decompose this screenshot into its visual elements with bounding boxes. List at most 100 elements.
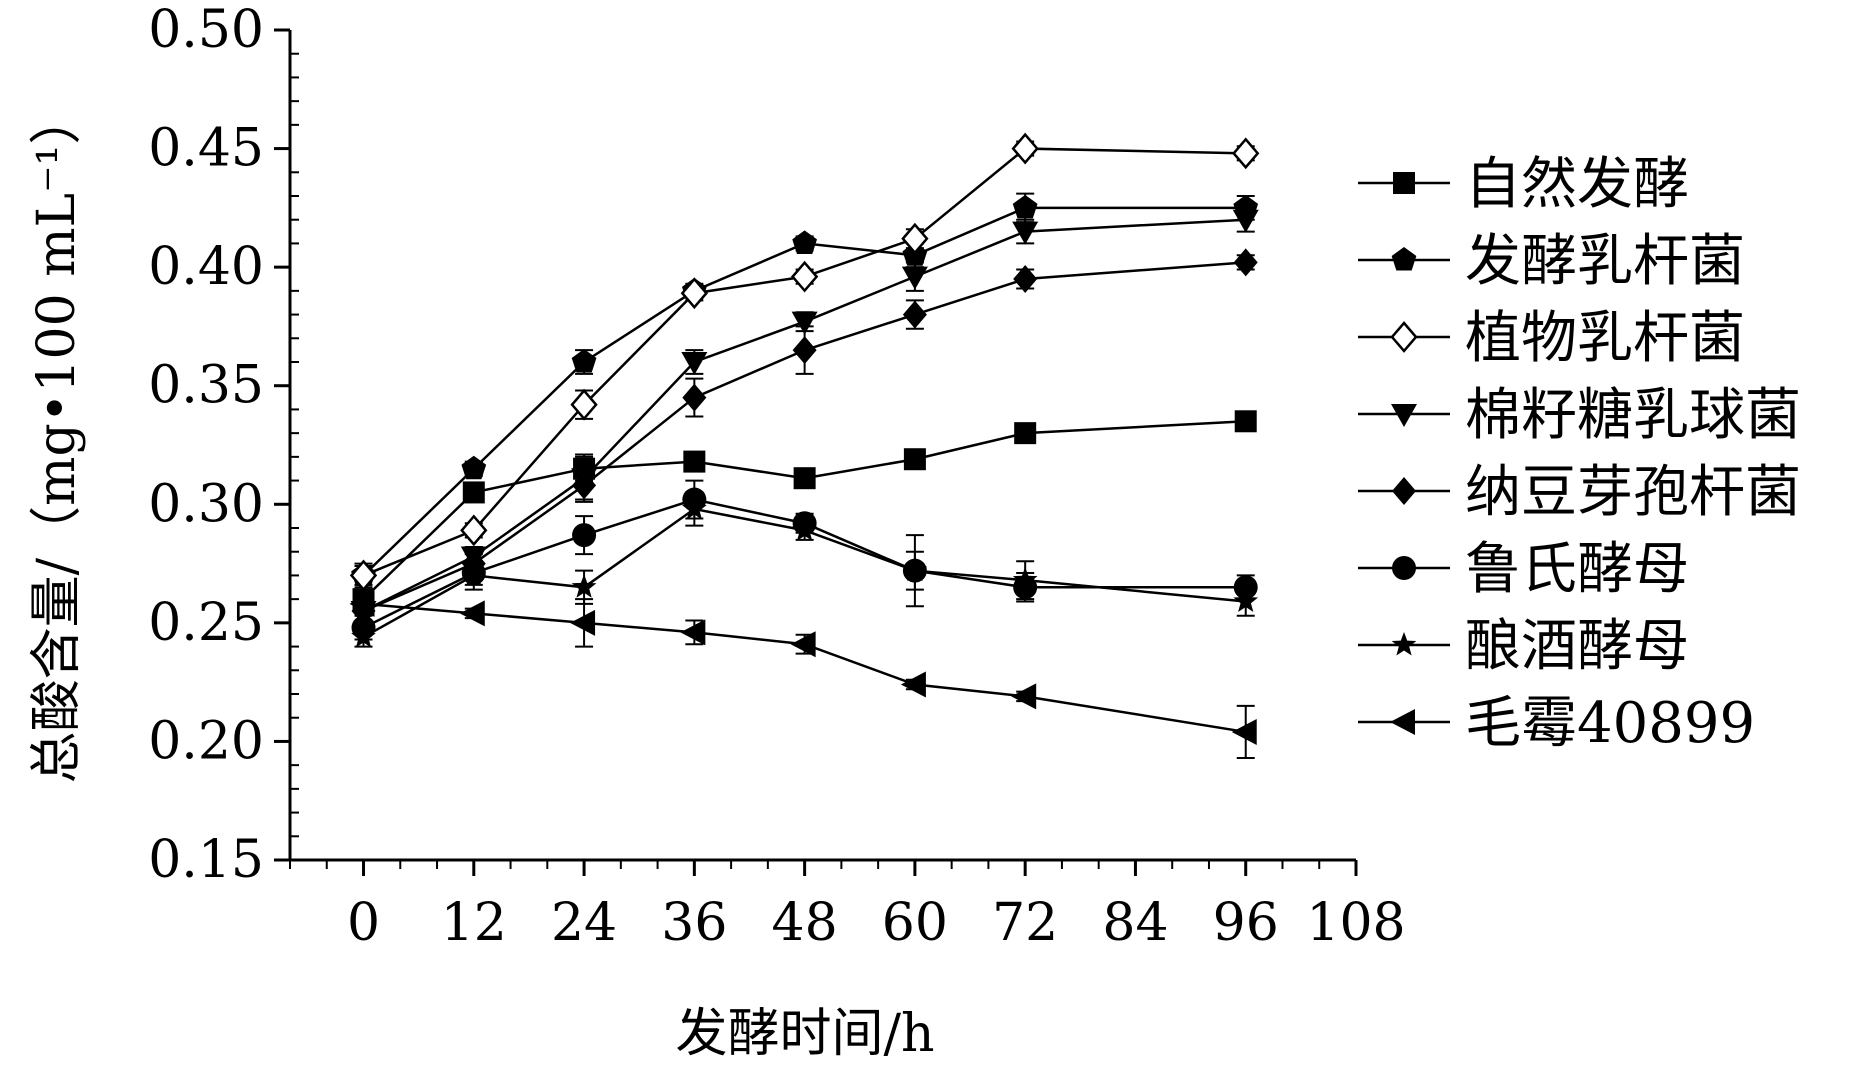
- series-line: [363, 147, 1246, 577]
- legend-marker: [1392, 556, 1416, 580]
- series-line: [362, 498, 1246, 629]
- data-point: [572, 523, 597, 548]
- y-tick-label: 0.20: [148, 711, 264, 771]
- data-point: [790, 631, 816, 658]
- series-8: [349, 590, 1257, 760]
- data-point: [792, 517, 817, 541]
- data-point: [1233, 248, 1258, 277]
- y-tick-label: 0.15: [148, 830, 264, 890]
- data-point: [1011, 132, 1039, 165]
- x-tick-label: 108: [1306, 893, 1405, 953]
- data-point: [1232, 137, 1260, 170]
- data-point: [1011, 683, 1037, 710]
- data-point: [571, 574, 597, 598]
- data-point: [1014, 422, 1037, 445]
- data-point: [1231, 718, 1257, 745]
- data-point: [572, 471, 597, 500]
- x-tick-label: 72: [992, 893, 1058, 953]
- series-line: [363, 602, 1246, 734]
- x-tick-label: 24: [551, 893, 617, 953]
- series-3: [349, 132, 1260, 592]
- data-point: [351, 624, 376, 648]
- data-point: [683, 450, 706, 473]
- legend-label: 毛霉40899: [1465, 691, 1755, 756]
- y-tick-label: 0.50: [148, 0, 264, 60]
- x-axis-title: 发酵时间/h: [675, 1004, 934, 1064]
- data-point: [462, 481, 485, 504]
- data-point: [791, 311, 818, 335]
- data-point: [680, 619, 706, 646]
- legend-label: 酿酒酵母: [1465, 614, 1689, 679]
- data-point: [1012, 194, 1038, 219]
- series-line: [363, 261, 1246, 613]
- data-point: [792, 336, 817, 365]
- data-point: [680, 277, 708, 310]
- series-1: [352, 410, 1257, 611]
- legend-entry: 植物乳杆菌: [1358, 306, 1745, 371]
- y-tick-label: 0.45: [148, 119, 264, 179]
- x-tick-label: 12: [441, 893, 507, 953]
- data-point: [459, 600, 485, 627]
- data-point: [570, 609, 596, 636]
- x-tick-label: 60: [882, 893, 948, 953]
- data-point: [682, 383, 707, 412]
- data-point: [571, 349, 597, 373]
- legend-entry: 毛霉40899: [1358, 691, 1755, 756]
- legend-label: 自然发酵: [1465, 152, 1689, 217]
- legend-marker: [1391, 404, 1417, 427]
- legend-marker: [1390, 321, 1418, 353]
- data-point: [1012, 567, 1038, 591]
- series-line: [362, 420, 1246, 601]
- data-point: [1013, 265, 1038, 293]
- axes: 0.15 0.20 0.25 0.30 0.35 0.40 0.45 0.50 0 12 24 36 4…: [148, 0, 1405, 953]
- series-7: [351, 491, 1259, 648]
- series-line: [362, 507, 1246, 639]
- legend-entry: 发酵乳杆菌: [1358, 229, 1745, 294]
- legend: 自然发酵发酵乳杆菌植物乳杆菌棉籽糖乳球菌纳豆芽孢杆菌鲁氏酵母酿酒酵母毛霉4089…: [1358, 152, 1801, 756]
- legend-entry: 自然发酵: [1358, 152, 1689, 217]
- data-point: [903, 448, 926, 471]
- data-point: [1234, 410, 1257, 433]
- data-point: [461, 562, 487, 586]
- x-tick-label: 0: [347, 893, 380, 953]
- legend-entry: 纳豆芽孢杆菌: [1358, 460, 1801, 525]
- x-tick-label: 36: [661, 893, 727, 953]
- data-point: [681, 352, 708, 375]
- y-tick-label: 0.35: [148, 356, 264, 416]
- data-point: [570, 388, 598, 421]
- data-point: [902, 300, 927, 329]
- data-series: [349, 132, 1260, 760]
- y-tick-label: 0.30: [148, 474, 264, 534]
- legend-marker: [1390, 709, 1415, 735]
- data-point: [1233, 588, 1259, 613]
- data-point: [461, 455, 487, 480]
- legend-label: 发酵乳杆菌: [1465, 229, 1745, 294]
- x-tick-label: 48: [772, 893, 838, 953]
- y-tick-label: 0.25: [148, 593, 264, 653]
- data-point: [1012, 221, 1039, 245]
- legend-label: 棉籽糖乳球菌: [1465, 383, 1801, 448]
- data-point: [460, 514, 488, 547]
- y-tick-label: 0.40: [148, 237, 264, 297]
- x-tick-label: 84: [1102, 893, 1168, 953]
- legend-entry: 鲁氏酵母: [1358, 537, 1689, 602]
- data-point: [902, 557, 928, 582]
- legend-label: 纳豆芽孢杆菌: [1465, 460, 1801, 525]
- data-point: [793, 467, 816, 490]
- legend-label: 植物乳杆菌: [1465, 306, 1745, 371]
- legend-marker: [1391, 632, 1417, 656]
- y-axis-title: 总酸含量/（mg•100 mL⁻¹）: [27, 93, 87, 784]
- data-point: [681, 496, 707, 520]
- data-point: [900, 671, 926, 698]
- legend-label: 鲁氏酵母: [1465, 537, 1689, 602]
- legend-marker: [1392, 477, 1416, 505]
- data-point: [1232, 209, 1259, 233]
- legend-marker: [1391, 247, 1417, 271]
- data-point: [901, 222, 929, 255]
- x-tick-label: 96: [1213, 893, 1279, 953]
- legend-entry: 酿酒酵母: [1358, 614, 1689, 679]
- data-point: [790, 260, 819, 293]
- data-point: [349, 559, 378, 592]
